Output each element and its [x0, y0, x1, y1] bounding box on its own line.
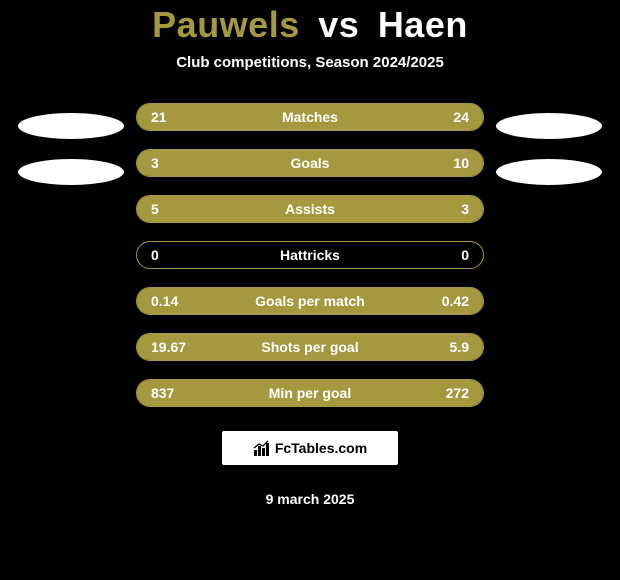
date-label: 9 march 2025	[266, 491, 355, 507]
subtitle: Club competitions, Season 2024/2025	[176, 54, 444, 71]
stat-row: 3Goals10	[136, 149, 484, 177]
player2-name: Haen	[378, 4, 468, 45]
root-container: Pauwels vs Haen Club competitions, Seaso…	[0, 0, 620, 580]
stat-label: Hattricks	[201, 247, 419, 263]
stat-row: 0Hattricks0	[136, 241, 484, 269]
brand-badge: FcTables.com	[222, 431, 398, 465]
stat-row: 19.67Shots per goal5.9	[136, 333, 484, 361]
stat-value-right: 3	[419, 201, 469, 217]
stat-value-left: 0	[151, 247, 201, 263]
stats-column: 21Matches243Goals105Assists30Hattricks00…	[136, 103, 484, 407]
stat-value-left: 837	[151, 385, 201, 401]
stat-row: 837Min per goal272	[136, 379, 484, 407]
stat-label: Goals per match	[201, 293, 419, 309]
brand-text: FcTables.com	[275, 440, 367, 456]
stat-label: Shots per goal	[201, 339, 419, 355]
right-oval-2	[496, 159, 602, 185]
stat-value-left: 19.67	[151, 339, 201, 355]
stat-value-left: 3	[151, 155, 201, 171]
stat-value-right: 10	[419, 155, 469, 171]
stat-value-right: 272	[419, 385, 469, 401]
stat-label: Min per goal	[201, 385, 419, 401]
right-oval-1	[496, 113, 602, 139]
stat-value-right: 5.9	[419, 339, 469, 355]
left-ovals	[6, 103, 136, 205]
stat-value-left: 5	[151, 201, 201, 217]
stat-value-right: 0.42	[419, 293, 469, 309]
stat-value-right: 24	[419, 109, 469, 125]
stat-value-right: 0	[419, 247, 469, 263]
page-title: Pauwels vs Haen	[152, 4, 468, 46]
right-ovals	[484, 103, 614, 205]
chart-bars-icon	[253, 439, 271, 457]
stat-label: Goals	[201, 155, 419, 171]
stat-row: 21Matches24	[136, 103, 484, 131]
stat-label: Assists	[201, 201, 419, 217]
player1-name: Pauwels	[152, 4, 300, 45]
stat-label: Matches	[201, 109, 419, 125]
left-oval-2	[18, 159, 124, 185]
vs-separator: vs	[318, 4, 359, 45]
stat-row: 5Assists3	[136, 195, 484, 223]
stat-row: 0.14Goals per match0.42	[136, 287, 484, 315]
content-row: 21Matches243Goals105Assists30Hattricks00…	[0, 103, 620, 407]
footer: FcTables.com 9 march 2025	[222, 431, 398, 507]
stat-value-left: 21	[151, 109, 201, 125]
stat-value-left: 0.14	[151, 293, 201, 309]
left-oval-1	[18, 113, 124, 139]
